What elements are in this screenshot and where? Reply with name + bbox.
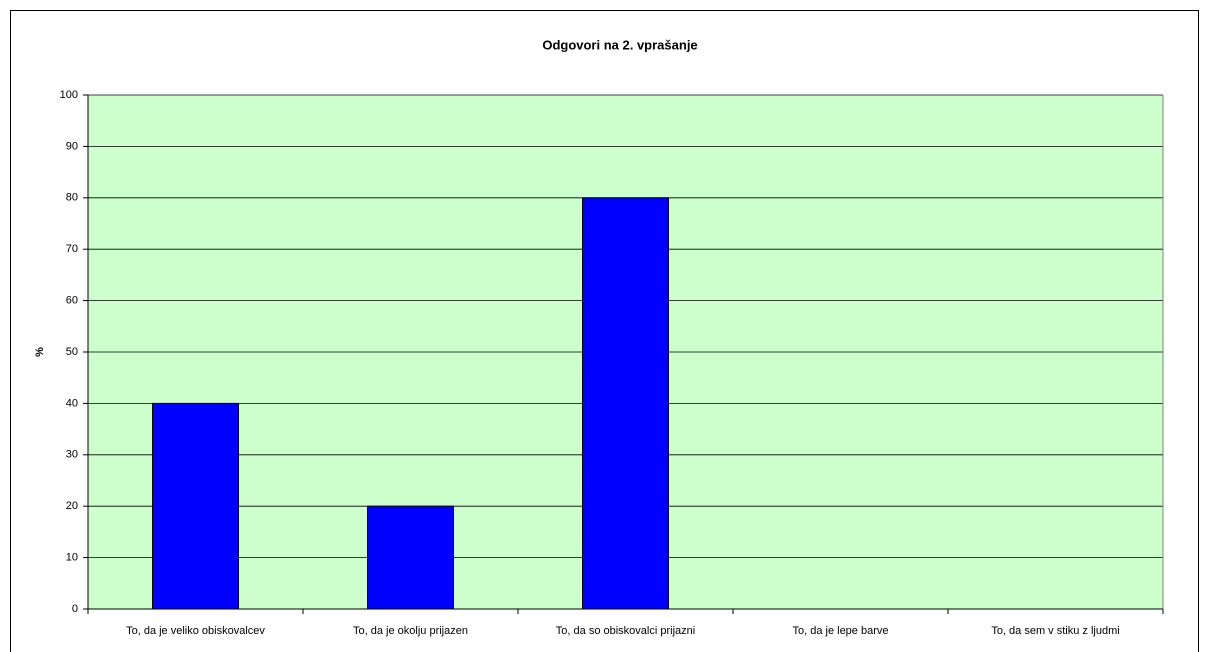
chart-title: Odgovori na 2. vprašanje: [542, 37, 697, 52]
bar: [367, 505, 454, 610]
bar: [152, 402, 239, 610]
x-tick-label: To, da so obiskovalci prijazni: [556, 625, 695, 637]
y-tick-label: 60: [66, 295, 78, 307]
y-tick-label: 80: [66, 192, 78, 204]
y-axis-label: %: [34, 347, 46, 357]
x-tick-label: To, da je okolju prijazen: [353, 625, 468, 637]
y-tick-label: 10: [66, 552, 78, 564]
x-tick-label: To, da je lepe barve: [792, 625, 888, 637]
x-tick-label: To, da sem v stiku z ljudmi: [991, 625, 1119, 637]
x-tick-label: To, da je veliko obiskovalcev: [126, 625, 265, 637]
y-tick-label: 0: [72, 603, 78, 615]
y-tick-label: 30: [66, 449, 78, 461]
y-tick-label: 40: [66, 397, 78, 409]
y-tick-label: 90: [66, 140, 78, 152]
y-tick-label: 50: [66, 346, 78, 358]
y-tick-label: 100: [60, 89, 78, 101]
bar: [582, 197, 669, 610]
y-tick-label: 20: [66, 500, 78, 512]
y-tick-label: 70: [66, 243, 78, 255]
